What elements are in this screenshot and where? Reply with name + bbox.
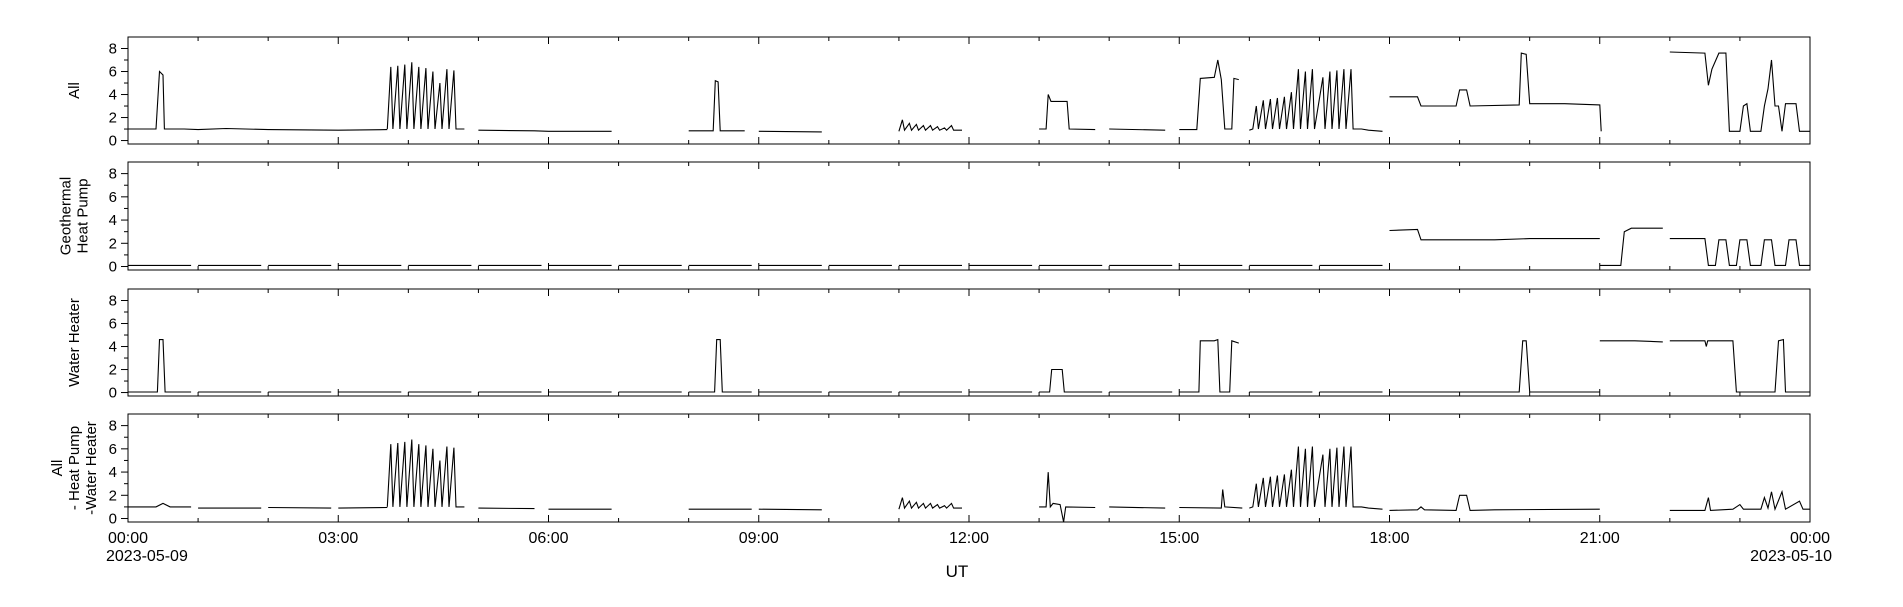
series-line-segment xyxy=(758,508,822,511)
x-tick-label: 00:00 xyxy=(108,530,148,547)
y-tick-label: 8 xyxy=(109,166,117,183)
y-axis-label: - Heat Pump xyxy=(66,426,83,510)
series-line-segment xyxy=(1599,340,1663,343)
series-line-segment xyxy=(1179,338,1239,393)
series-line-segment xyxy=(1389,494,1600,511)
y-axis-label: Heat Pump xyxy=(75,178,92,253)
y-tick-label: 2 xyxy=(109,110,117,127)
y-tick-label: 4 xyxy=(109,87,117,104)
series-line-segment xyxy=(478,129,549,132)
series-line-segment xyxy=(128,502,192,508)
panel-frame xyxy=(127,288,1811,397)
series-line-segment xyxy=(1249,446,1383,510)
panel-frame xyxy=(127,161,1811,271)
series-line-segment xyxy=(1599,227,1663,266)
y-tick-label: 0 xyxy=(109,511,117,528)
series-line-segment xyxy=(1389,228,1600,241)
x-tick-date-label: 2023-05-09 xyxy=(106,548,188,565)
series-line-segment xyxy=(1669,238,1810,266)
series-line-segment xyxy=(268,506,332,509)
y-tick-label: 6 xyxy=(109,316,117,333)
y-tick-label: 2 xyxy=(109,235,117,252)
x-tick-label: 00:00 xyxy=(1790,530,1830,547)
panel-2: 0 2 4 6 8 Geothermal Heat Pump xyxy=(58,161,1811,276)
y-tick-label: 0 xyxy=(109,133,117,150)
series-line-segment xyxy=(1389,52,1602,132)
y-tick-label: 8 xyxy=(109,418,117,435)
y-tick-label: 4 xyxy=(109,464,117,481)
y-tick-label: 6 xyxy=(109,189,117,206)
y-tick-label: 0 xyxy=(109,385,117,402)
x-tick-label: 18:00 xyxy=(1369,530,1409,547)
panels: 0 2 4 6 8 All 0 2 4 6 8 Geothermal Heat Pump 0 2 4 6 8 Wat… xyxy=(49,36,1811,528)
series-line-segment xyxy=(1179,59,1239,131)
y-tick-label: 6 xyxy=(109,64,117,81)
series-line-segment xyxy=(1669,338,1810,393)
y-axis-label: -Water Heater xyxy=(83,421,100,515)
series-line-segment xyxy=(1109,506,1166,509)
series-line-segment xyxy=(1389,340,1600,393)
y-tick-label: 6 xyxy=(109,441,117,458)
series-line-segment xyxy=(688,79,745,132)
panel-4: 0 2 4 6 8 All - Heat Pump -Water Heater xyxy=(49,413,1811,528)
series-line-segment xyxy=(386,62,465,130)
series-line-segment xyxy=(1179,489,1243,509)
x-axis-label: UT xyxy=(946,562,969,581)
panel-3: 0 2 4 6 8 Water Heater xyxy=(66,288,1811,402)
y-tick-label: 0 xyxy=(109,259,117,276)
x-tick-label: 15:00 xyxy=(1159,530,1199,547)
x-tick-date-label: 2023-05-10 xyxy=(1750,548,1832,565)
y-axis-label: Geothermal xyxy=(58,177,75,255)
panel-frame xyxy=(127,36,1811,145)
series-line-segment xyxy=(1039,94,1096,131)
series-line-segment xyxy=(338,506,388,509)
y-axis-label: All xyxy=(66,82,83,99)
y-axis-label: All xyxy=(49,460,66,477)
panel-1: 0 2 4 6 8 All xyxy=(66,36,1811,150)
series-line-segment xyxy=(1039,472,1096,523)
y-tick-label: 4 xyxy=(109,212,117,229)
y-axis-label: Water Heater xyxy=(66,298,83,387)
series-line-segment xyxy=(1039,368,1103,393)
series-line-segment xyxy=(688,339,752,393)
x-tick-label: 12:00 xyxy=(949,530,989,547)
y-tick-label: 8 xyxy=(109,293,117,310)
series-line-segment xyxy=(128,339,192,393)
series-line-segment xyxy=(128,70,388,131)
y-tick-label: 8 xyxy=(109,41,117,58)
y-tick-label: 2 xyxy=(109,487,117,504)
series-line-segment xyxy=(478,507,535,510)
x-tick-label: 21:00 xyxy=(1580,530,1620,547)
y-tick-label: 2 xyxy=(109,362,117,379)
series-line-segment xyxy=(1669,51,1810,132)
series-line-segment xyxy=(898,119,962,132)
series-line-segment xyxy=(898,497,962,510)
series-line-segment xyxy=(1669,489,1810,512)
x-tick-label: 09:00 xyxy=(739,530,779,547)
series-line-segment xyxy=(758,130,822,133)
y-tick-label: 4 xyxy=(109,339,117,356)
x-tick-label: 06:00 xyxy=(528,530,568,547)
panel-frame xyxy=(127,413,1811,523)
series-line-segment xyxy=(1109,128,1166,131)
series-line-segment xyxy=(386,439,465,508)
series-line-segment xyxy=(1249,69,1383,132)
x-tick-label: 03:00 xyxy=(318,530,358,547)
